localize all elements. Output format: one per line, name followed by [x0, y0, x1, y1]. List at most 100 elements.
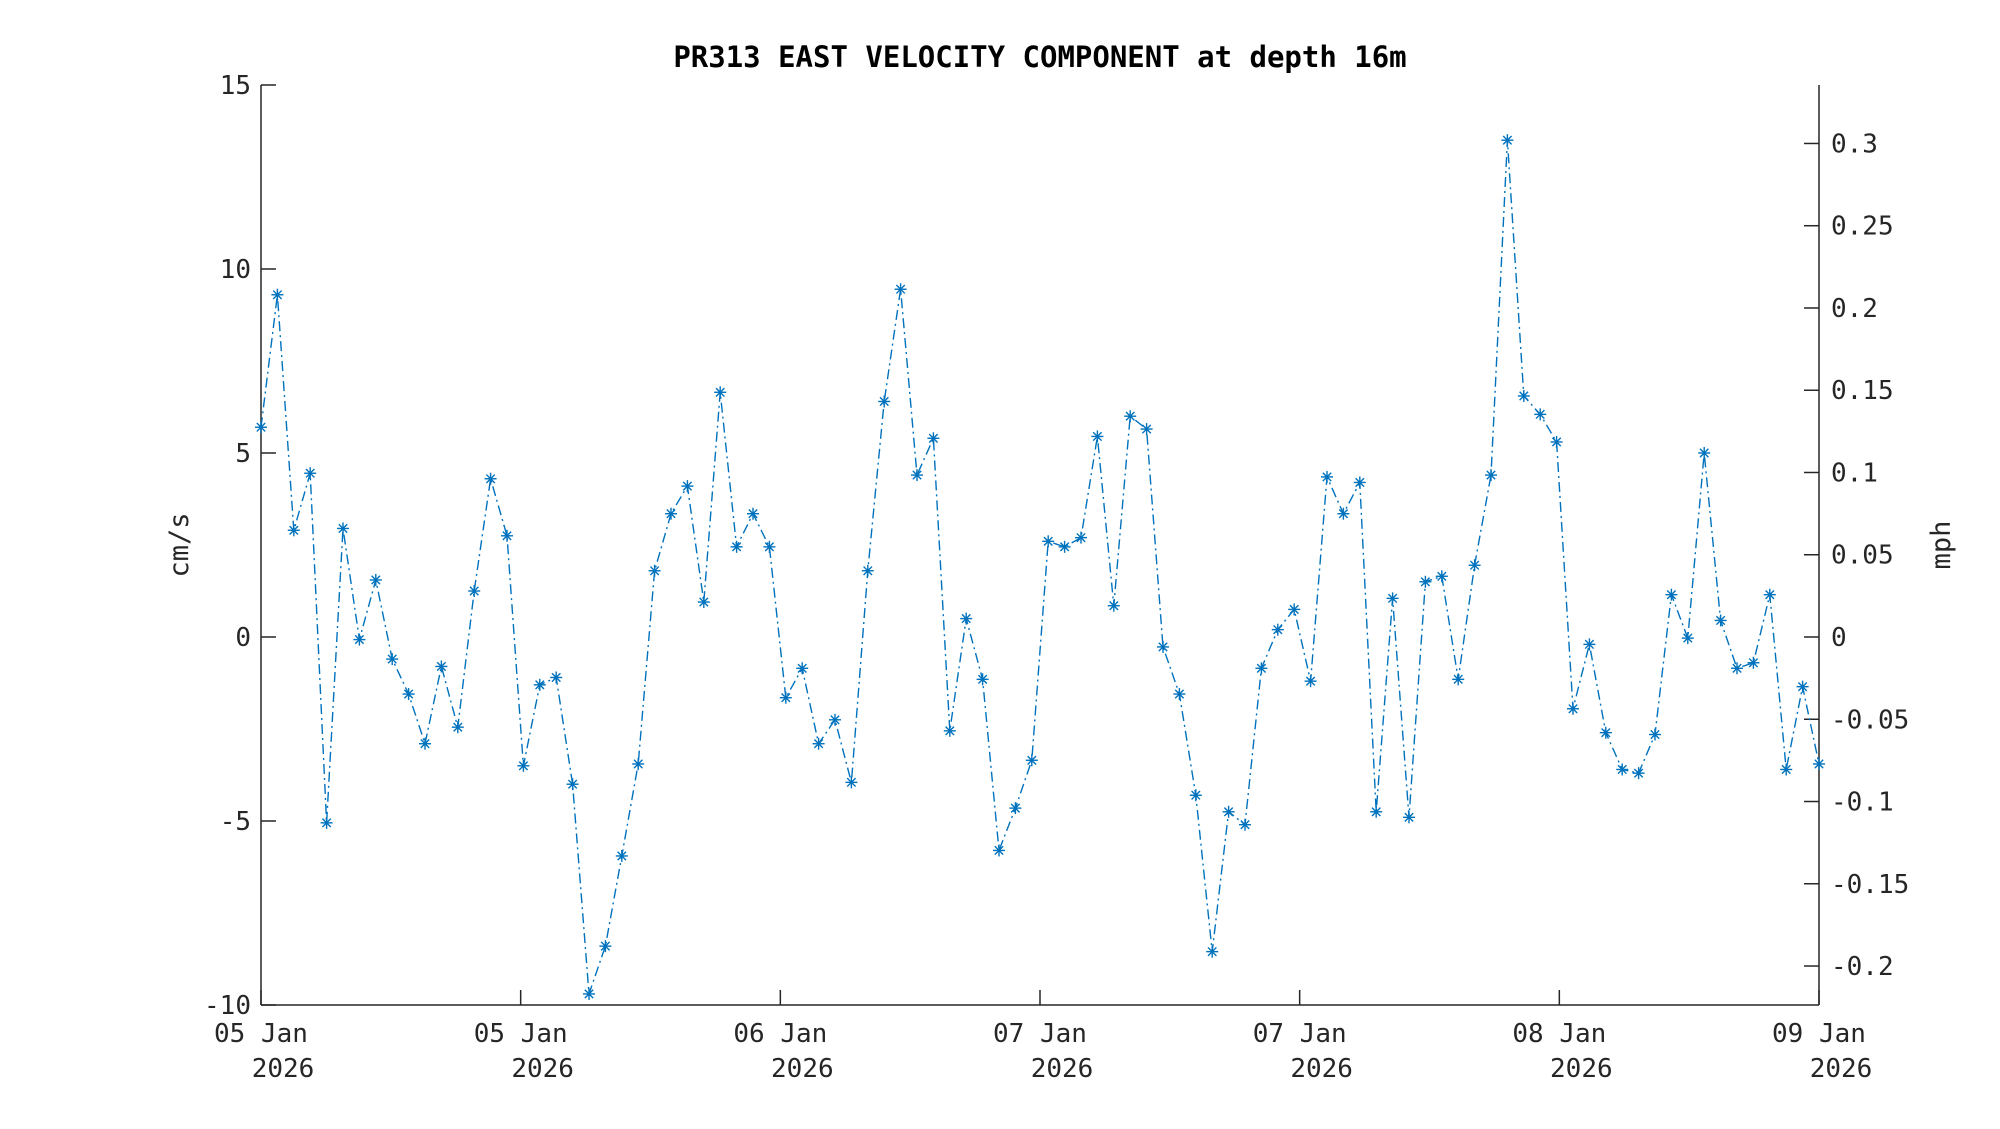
y-right-tick-label: 0: [1831, 623, 1847, 653]
data-point-marker: [369, 573, 382, 586]
y-right-tick-label: -0.2: [1831, 952, 1894, 982]
y-tick-label: -5: [220, 807, 251, 837]
data-point-marker: [320, 816, 333, 829]
data-point-marker: [1091, 430, 1104, 443]
x-tick-label-year: 2026: [1031, 1054, 1094, 1084]
data-point-marker: [1435, 570, 1448, 583]
data-point-marker: [615, 849, 628, 862]
data-point-marker: [517, 759, 530, 772]
x-tick-label-year: 2026: [771, 1054, 834, 1084]
data-point-marker: [1271, 623, 1284, 636]
data-point-marker: [1370, 805, 1383, 818]
data-point-marker: [1763, 588, 1776, 601]
data-point-marker: [599, 940, 612, 953]
data-point-marker: [1550, 435, 1563, 448]
data-point-marker: [911, 469, 923, 482]
data-point-marker: [763, 540, 776, 553]
data-point-marker: [779, 691, 792, 704]
data-point-marker: [1599, 726, 1612, 739]
data-point-marker: [1337, 507, 1350, 520]
data-point-marker: [730, 540, 743, 553]
data-point-marker: [943, 724, 956, 737]
data-point-marker: [747, 507, 759, 520]
chart-title: PR313 EAST VELOCITY COMPONENT at depth 1…: [673, 40, 1406, 74]
y-right-tick-label: -0.1: [1831, 788, 1894, 818]
data-point-marker: [1222, 805, 1235, 818]
y-tick-label: 5: [235, 439, 251, 469]
data-point-marker: [960, 612, 973, 625]
data-point-marker: [484, 472, 497, 485]
data-point-marker: [468, 585, 481, 597]
data-point-marker: [1189, 789, 1202, 802]
axes: [260, 84, 1820, 1006]
data-point-marker: [271, 288, 284, 301]
data-point-marker: [1616, 763, 1629, 776]
data-point-marker: [1419, 575, 1432, 588]
tick-labels: 15 10 5 0 -5 -10 0.3 0.25 0.2 0.15 0.1 0.05 0 -0.05 -0…: [204, 71, 1909, 1084]
data-point-marker: [1747, 656, 1760, 669]
data-point-marker: [1813, 757, 1825, 770]
data-point-marker: [1107, 599, 1120, 612]
data-point-marker: [1517, 389, 1530, 402]
x-tick-label-year: 2026: [511, 1054, 574, 1084]
data-point-marker: [894, 283, 907, 296]
x-tick-label-day: 07 Jan: [1253, 1019, 1347, 1049]
y-right-tick-label: 0.2: [1831, 294, 1878, 324]
data-point-marker: [714, 386, 727, 399]
data-point-marker: [435, 660, 448, 673]
y-right-tick-label: 0.15: [1831, 376, 1894, 406]
x-tick-label-day: 06 Jan: [733, 1019, 827, 1049]
data-point-marker: [1501, 134, 1514, 147]
y-tick-label: 10: [220, 255, 251, 285]
data-point-marker: [1731, 662, 1743, 675]
series-line: [260, 140, 1820, 995]
data-point-marker: [550, 671, 563, 684]
data-point-marker: [1403, 811, 1415, 824]
y-right-tick-label: 0.3: [1831, 129, 1878, 159]
x-tick-label-day: 05 Jan: [474, 1019, 568, 1049]
data-point-marker: [1386, 592, 1399, 605]
y-right-tick-label: 0.1: [1831, 458, 1878, 488]
data-point-marker: [1649, 728, 1661, 741]
data-point-marker: [1698, 447, 1711, 459]
x-tick-label-day: 05 Jan: [214, 1019, 308, 1049]
data-point-marker: [812, 737, 825, 750]
data-point-marker: [533, 678, 546, 691]
data-point-marker: [1304, 675, 1317, 688]
data-point-marker: [829, 713, 841, 726]
data-point-marker: [1124, 410, 1137, 423]
data-point-marker: [1681, 632, 1694, 645]
data-point-marker: [1058, 540, 1071, 553]
y-right-tick-label: 0.05: [1831, 541, 1894, 571]
x-tick-label-year: 2026: [1550, 1054, 1613, 1084]
data-point-marker: [1140, 423, 1153, 436]
data-point-marker: [1780, 763, 1793, 776]
x-tick-label-year: 2026: [1810, 1054, 1873, 1084]
y-tick-label: 15: [220, 71, 251, 101]
y-axis-right-label: mph: [1926, 521, 1957, 570]
data-point-marker: [648, 564, 661, 577]
data-point-marker: [1632, 767, 1645, 780]
data-point-marker: [337, 522, 349, 535]
data-point-marker: [583, 987, 595, 1000]
data-point-marker: [1583, 638, 1596, 651]
data-point-marker: [1665, 588, 1678, 601]
data-point-marker: [1534, 408, 1547, 421]
data-point-marker: [304, 467, 317, 480]
data-point-marker: [255, 421, 267, 434]
y-tick-label: 0: [235, 623, 251, 653]
x-tick-label-year: 2026: [252, 1054, 315, 1084]
x-tick-label-day: 08 Jan: [1512, 1019, 1606, 1049]
data-point-marker: [861, 564, 874, 577]
data-point-marker: [1468, 559, 1481, 572]
data-point-marker: [1567, 702, 1579, 715]
data-point-marker: [1042, 535, 1055, 548]
y-right-tick-label: 0.25: [1831, 212, 1894, 242]
data-point-marker: [976, 673, 989, 686]
data-point-marker: [1288, 603, 1301, 616]
x-tick-label-day: 07 Jan: [993, 1019, 1087, 1049]
data-point-marker: [665, 507, 677, 520]
data-point-marker: [927, 432, 940, 445]
data-point-marker: [993, 844, 1005, 857]
